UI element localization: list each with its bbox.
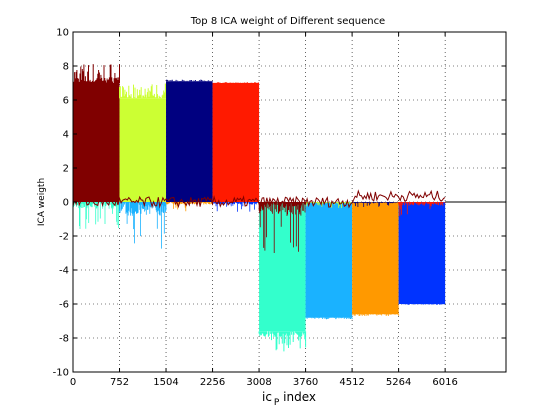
y-tick-label: 0 xyxy=(63,198,69,209)
x-tick-label: 4512 xyxy=(339,377,364,388)
x-axis-label-main: ic xyxy=(262,390,272,404)
y-tick-label: 4 xyxy=(63,130,69,141)
y-axis-label: ICA weigth xyxy=(37,178,47,226)
series-band-1 xyxy=(73,83,120,202)
x-tick-label: 3760 xyxy=(293,377,318,388)
x-tick-label: 0 xyxy=(70,377,76,388)
y-tick-label: -2 xyxy=(59,232,69,243)
y-tick-label: 2 xyxy=(63,164,69,175)
x-axis-label-tail: index xyxy=(279,390,316,404)
series-band-6 xyxy=(306,202,353,318)
x-tick-label: 2256 xyxy=(200,377,225,388)
x-tick-label: 6016 xyxy=(432,377,457,388)
x-tick-label: 1504 xyxy=(153,377,178,388)
x-tick-label: 5264 xyxy=(386,377,411,388)
y-tick-label: -10 xyxy=(53,368,69,379)
series-band-4 xyxy=(213,83,260,202)
series-band-3 xyxy=(166,81,213,202)
x-tick-labels: 0 752 1504 2256 3008 3760 4512 5264 6016 xyxy=(70,377,458,388)
series-band-8 xyxy=(399,202,446,304)
series-band-2 xyxy=(120,98,167,202)
series-band-7 xyxy=(352,202,399,314)
plot-area xyxy=(73,32,506,372)
y-tick-label: -6 xyxy=(59,300,69,311)
chart-title: Top 8 ICA weight of Different sequence xyxy=(190,16,385,27)
x-tick-label: 3008 xyxy=(246,377,271,388)
y-tick-label: 10 xyxy=(56,28,69,39)
y-tick-label: -4 xyxy=(59,266,69,277)
y-tick-label: 8 xyxy=(63,62,69,73)
y-tick-label: -8 xyxy=(59,334,69,345)
y-tick-label: 6 xyxy=(63,96,69,107)
x-tick-label: 752 xyxy=(110,377,129,388)
